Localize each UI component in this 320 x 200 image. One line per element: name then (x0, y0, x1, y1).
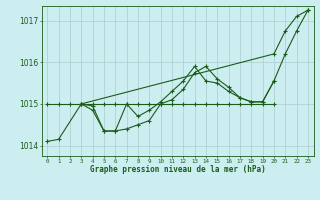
X-axis label: Graphe pression niveau de la mer (hPa): Graphe pression niveau de la mer (hPa) (90, 165, 266, 174)
